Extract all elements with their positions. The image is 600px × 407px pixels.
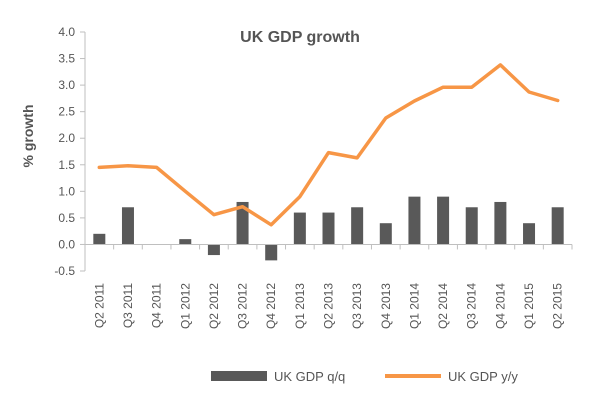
bar-q3-2013 <box>351 207 364 245</box>
x-tick-label: Q1 2015 <box>522 283 536 329</box>
bar-q2-2011 <box>93 233 106 245</box>
bar-q1-2015 <box>523 223 536 245</box>
x-tick-label: Q4 2013 <box>379 283 393 329</box>
bar-q2-2015 <box>551 207 564 245</box>
point-yy-q3-2013 <box>356 157 358 159</box>
y-tick-label: -0.5 <box>54 264 75 278</box>
chart-title: UK GDP growth <box>240 29 360 46</box>
point-yy-q4-2014 <box>499 64 501 66</box>
point-yy-q4-2013 <box>385 117 387 119</box>
bar-q2-2012 <box>207 244 220 256</box>
point-yy-q1-2013 <box>299 196 301 198</box>
x-tick-label: Q1 2012 <box>178 283 192 329</box>
y-tick-label: 0.5 <box>58 211 75 225</box>
x-tick-label: Q4 2014 <box>493 283 507 329</box>
bar-q1-2014 <box>408 196 421 245</box>
y-tick-label: 1.0 <box>58 184 75 198</box>
bar-q4-2012 <box>265 244 278 261</box>
legend-label-yy: UK GDP y/y <box>448 369 518 384</box>
x-tick-label: Q3 2014 <box>465 283 479 329</box>
point-yy-q2-2015 <box>557 100 559 102</box>
y-tick-label: 3.5 <box>58 52 75 66</box>
bar-series-qq <box>93 196 564 261</box>
y-axis-title: % growth <box>20 105 36 168</box>
legend-swatch-qq <box>211 371 267 381</box>
x-tick-label: Q3 2011 <box>121 283 135 328</box>
x-tick-label: Q4 2011 <box>150 283 164 328</box>
bar-q3-2014 <box>465 207 478 245</box>
point-yy-q4-2011 <box>156 166 158 168</box>
y-tick-label: 0.0 <box>58 237 75 251</box>
y-tick-label: 3.0 <box>58 78 75 92</box>
x-tick-label: Q1 2014 <box>407 283 421 329</box>
x-tick-label: Q2 2015 <box>551 283 565 329</box>
point-yy-q1-2012 <box>184 190 186 192</box>
x-tick-label: Q2 2012 <box>207 283 221 329</box>
x-tick-label: Q4 2012 <box>264 283 278 329</box>
y-tick-label: 1.5 <box>58 158 75 172</box>
x-tick-label: Q2 2011 <box>92 283 106 328</box>
y-axis: -0.5 0.0 0.5 1.0 1.5 2.0 2.5 3.0 3.5 4.0 <box>54 25 86 278</box>
x-tick-label: Q1 2013 <box>293 283 307 329</box>
bar-q3-2011 <box>121 207 134 245</box>
point-yy-q2-2012 <box>213 214 215 216</box>
x-tick-label: Q2 2014 <box>436 283 450 329</box>
bar-q2-2014 <box>437 196 450 245</box>
point-yy-q3-2012 <box>242 206 244 208</box>
line-yy <box>97 63 560 227</box>
point-yy-q1-2015 <box>528 91 530 93</box>
bar-q1-2012 <box>179 239 192 245</box>
point-yy-q2-2014 <box>442 86 444 88</box>
point-yy-q2-2013 <box>328 152 329 154</box>
point-yy-q4-2012 <box>270 224 272 226</box>
bar-q1-2013 <box>293 212 306 245</box>
point-yy-q1-2014 <box>413 100 415 102</box>
y-tick-label: 4.0 <box>58 25 75 39</box>
x-tick-label: Q3 2012 <box>236 283 250 329</box>
bar-q3-2012 <box>236 201 249 245</box>
point-yy-q3-2011 <box>127 165 129 167</box>
x-tick-label: Q2 2013 <box>322 283 336 329</box>
y-tick-label: 2.0 <box>58 131 75 145</box>
bar-q2-2013 <box>322 212 335 245</box>
legend-label-qq: UK GDP q/q <box>274 369 345 384</box>
bar-q4-2014 <box>494 201 507 245</box>
bar-q4-2013 <box>379 223 392 245</box>
y-tick-label: 2.5 <box>58 105 75 119</box>
x-axis: Q2 2011 Q3 2011 Q4 2011 Q1 2012 Q2 2012 Q3 20… <box>84 243 573 329</box>
point-yy-q3-2014 <box>471 86 473 88</box>
line-series-yy <box>97 63 560 227</box>
legend: UK GDP q/q UK GDP y/y <box>211 369 518 384</box>
point-yy-q2-2011 <box>98 166 100 168</box>
x-tick-label: Q3 2013 <box>350 283 364 329</box>
